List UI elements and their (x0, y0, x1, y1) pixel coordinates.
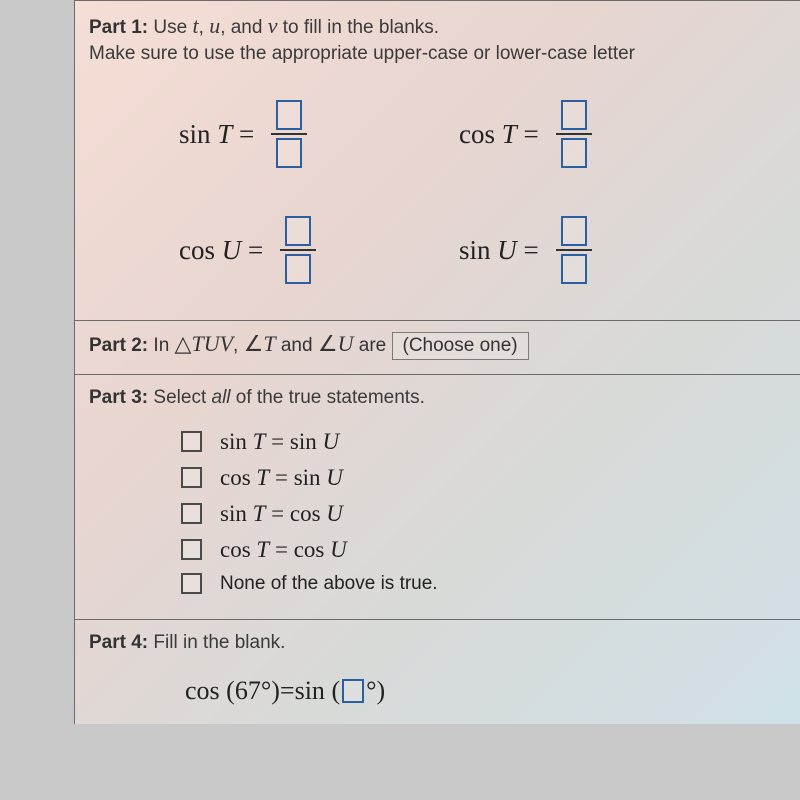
stmt-none: None of the above is true. (181, 573, 790, 595)
checkbox[interactable] (181, 503, 202, 524)
part-1: Part 1: Use t, u, and v to fill in the b… (74, 0, 800, 321)
checkbox[interactable] (181, 539, 202, 560)
part-4-equation: cos (67°) = sin (°) (185, 676, 790, 706)
eq-sinU: sin U = (459, 216, 719, 284)
fraction-bar (280, 249, 316, 251)
fraction-input (280, 216, 316, 284)
part-1-label: Part 1: (89, 17, 148, 38)
part-2: Part 2: In △TUV, ∠T and ∠U are (Choose o… (74, 321, 800, 375)
statements-list: sin T = sin U cos T = sin U sin T = cos … (181, 429, 790, 595)
choose-one-select[interactable]: (Choose one) (392, 332, 529, 360)
checkbox[interactable] (181, 573, 202, 594)
part-3-instruction: Part 3: Select all of the true statement… (89, 385, 790, 411)
part-3: Part 3: Select all of the true statement… (74, 375, 800, 620)
part-2-label: Part 2: (89, 335, 148, 356)
checkbox[interactable] (181, 431, 202, 452)
denominator-input[interactable] (561, 138, 587, 168)
fraction-bar (271, 133, 307, 135)
stmt-1: sin T = sin U (181, 429, 790, 455)
denominator-input[interactable] (276, 138, 302, 168)
eq-cosT: cos T = (459, 100, 719, 168)
eq-sinT: sin T = (179, 100, 439, 168)
blank-input[interactable] (342, 679, 364, 703)
part-4: Part 4: Fill in the blank. cos (67°) = s… (74, 620, 800, 724)
numerator-input[interactable] (276, 100, 302, 130)
stmt-3: sin T = cos U (181, 501, 790, 527)
part-4-label: Part 4: (89, 632, 148, 653)
numerator-input[interactable] (561, 216, 587, 246)
fraction-input (556, 100, 592, 168)
part-4-instruction: Part 4: Fill in the blank. (89, 630, 790, 656)
fraction-bar (556, 249, 592, 251)
denominator-input[interactable] (561, 254, 587, 284)
denominator-input[interactable] (285, 254, 311, 284)
numerator-input[interactable] (561, 100, 587, 130)
fraction-bar (556, 133, 592, 135)
fraction-input (271, 100, 307, 168)
checkbox[interactable] (181, 467, 202, 488)
stmt-4: cos T = cos U (181, 537, 790, 563)
part-3-label: Part 3: (89, 387, 148, 408)
fraction-input (556, 216, 592, 284)
numerator-input[interactable] (285, 216, 311, 246)
eq-cosU: cos U = (179, 216, 439, 284)
equation-grid: sin T = cos T = cos U = (179, 100, 790, 284)
part-2-line: Part 2: In △TUV, ∠T and ∠U are (Choose o… (89, 331, 790, 360)
worksheet: Part 1: Use t, u, and v to fill in the b… (74, 0, 800, 724)
stmt-2: cos T = sin U (181, 465, 790, 491)
part-1-instruction: Part 1: Use t, u, and v to fill in the b… (89, 11, 790, 66)
